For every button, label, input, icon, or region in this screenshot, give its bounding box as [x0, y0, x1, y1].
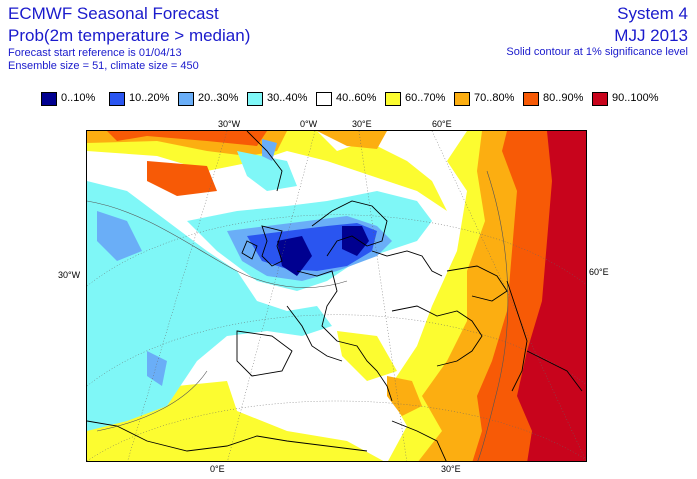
gridlabel-top-60e: 60°E — [432, 119, 452, 129]
probability-region — [97, 211, 142, 261]
probability-region — [517, 131, 586, 461]
legend-swatch — [178, 92, 194, 106]
legend-swatch — [247, 92, 263, 106]
legend-label: 40..60% — [336, 92, 377, 104]
probability-region — [342, 226, 369, 256]
legend-label: 90..100% — [612, 92, 659, 104]
chart-title: ECMWF Seasonal Forecast — [8, 4, 219, 23]
forecast-start-reference: Forecast start reference is 01/04/13 — [8, 47, 182, 59]
significance-contour — [96, 370, 208, 432]
legend-label: 70..80% — [474, 92, 515, 104]
forecast-map — [86, 130, 587, 462]
significance-note: Solid contour at 1% significance level — [506, 46, 688, 58]
legend-swatch — [316, 92, 332, 106]
legend-label: 0..10% — [61, 92, 96, 104]
gridlabel-bottom-30e: 30°E — [441, 464, 461, 474]
legend-label: 30..40% — [267, 92, 308, 104]
probability-region — [337, 331, 397, 381]
legend-label: 80..90% — [543, 92, 584, 104]
legend-swatch — [454, 92, 470, 106]
probability-region — [237, 151, 297, 191]
legend-swatch — [109, 92, 125, 106]
gridlabel-top-0w: 0°W — [300, 119, 318, 129]
coastlines — [87, 131, 583, 461]
gridlabel-right-60e: 60°E — [589, 267, 609, 277]
probability-region — [147, 351, 167, 386]
gridlabel-top-30w: 30°W — [218, 119, 241, 129]
legend-swatch — [41, 92, 57, 106]
gridlabel-left-30w: 30°W — [58, 270, 81, 280]
probability-region — [317, 131, 387, 149]
legend-label: 20..30% — [198, 92, 239, 104]
system-label: System 4 — [617, 4, 688, 23]
chart-subtitle: Prob(2m temperature > median) — [8, 26, 251, 45]
graticule — [87, 131, 586, 461]
map-canvas — [87, 131, 586, 461]
probability-region — [107, 131, 267, 146]
legend-label: 60..70% — [405, 92, 446, 104]
significance-contour — [87, 200, 348, 288]
probability-region — [387, 376, 422, 416]
probability-region — [87, 131, 447, 211]
gridlabel-bottom-0e: 0°E — [210, 464, 225, 474]
legend-label: 10..20% — [129, 92, 170, 104]
ensemble-size: Ensemble size = 51, climate size = 450 — [8, 60, 199, 72]
legend-swatch — [385, 92, 401, 106]
probability-region — [277, 236, 312, 276]
legend-swatch — [523, 92, 539, 106]
legend-swatch — [592, 92, 608, 106]
forecast-period: MJJ 2013 — [614, 26, 688, 45]
gridlabel-top-30e: 30°E — [352, 119, 372, 129]
significance-contour — [477, 170, 509, 461]
probability-region — [262, 139, 277, 161]
probability-region — [147, 161, 217, 196]
